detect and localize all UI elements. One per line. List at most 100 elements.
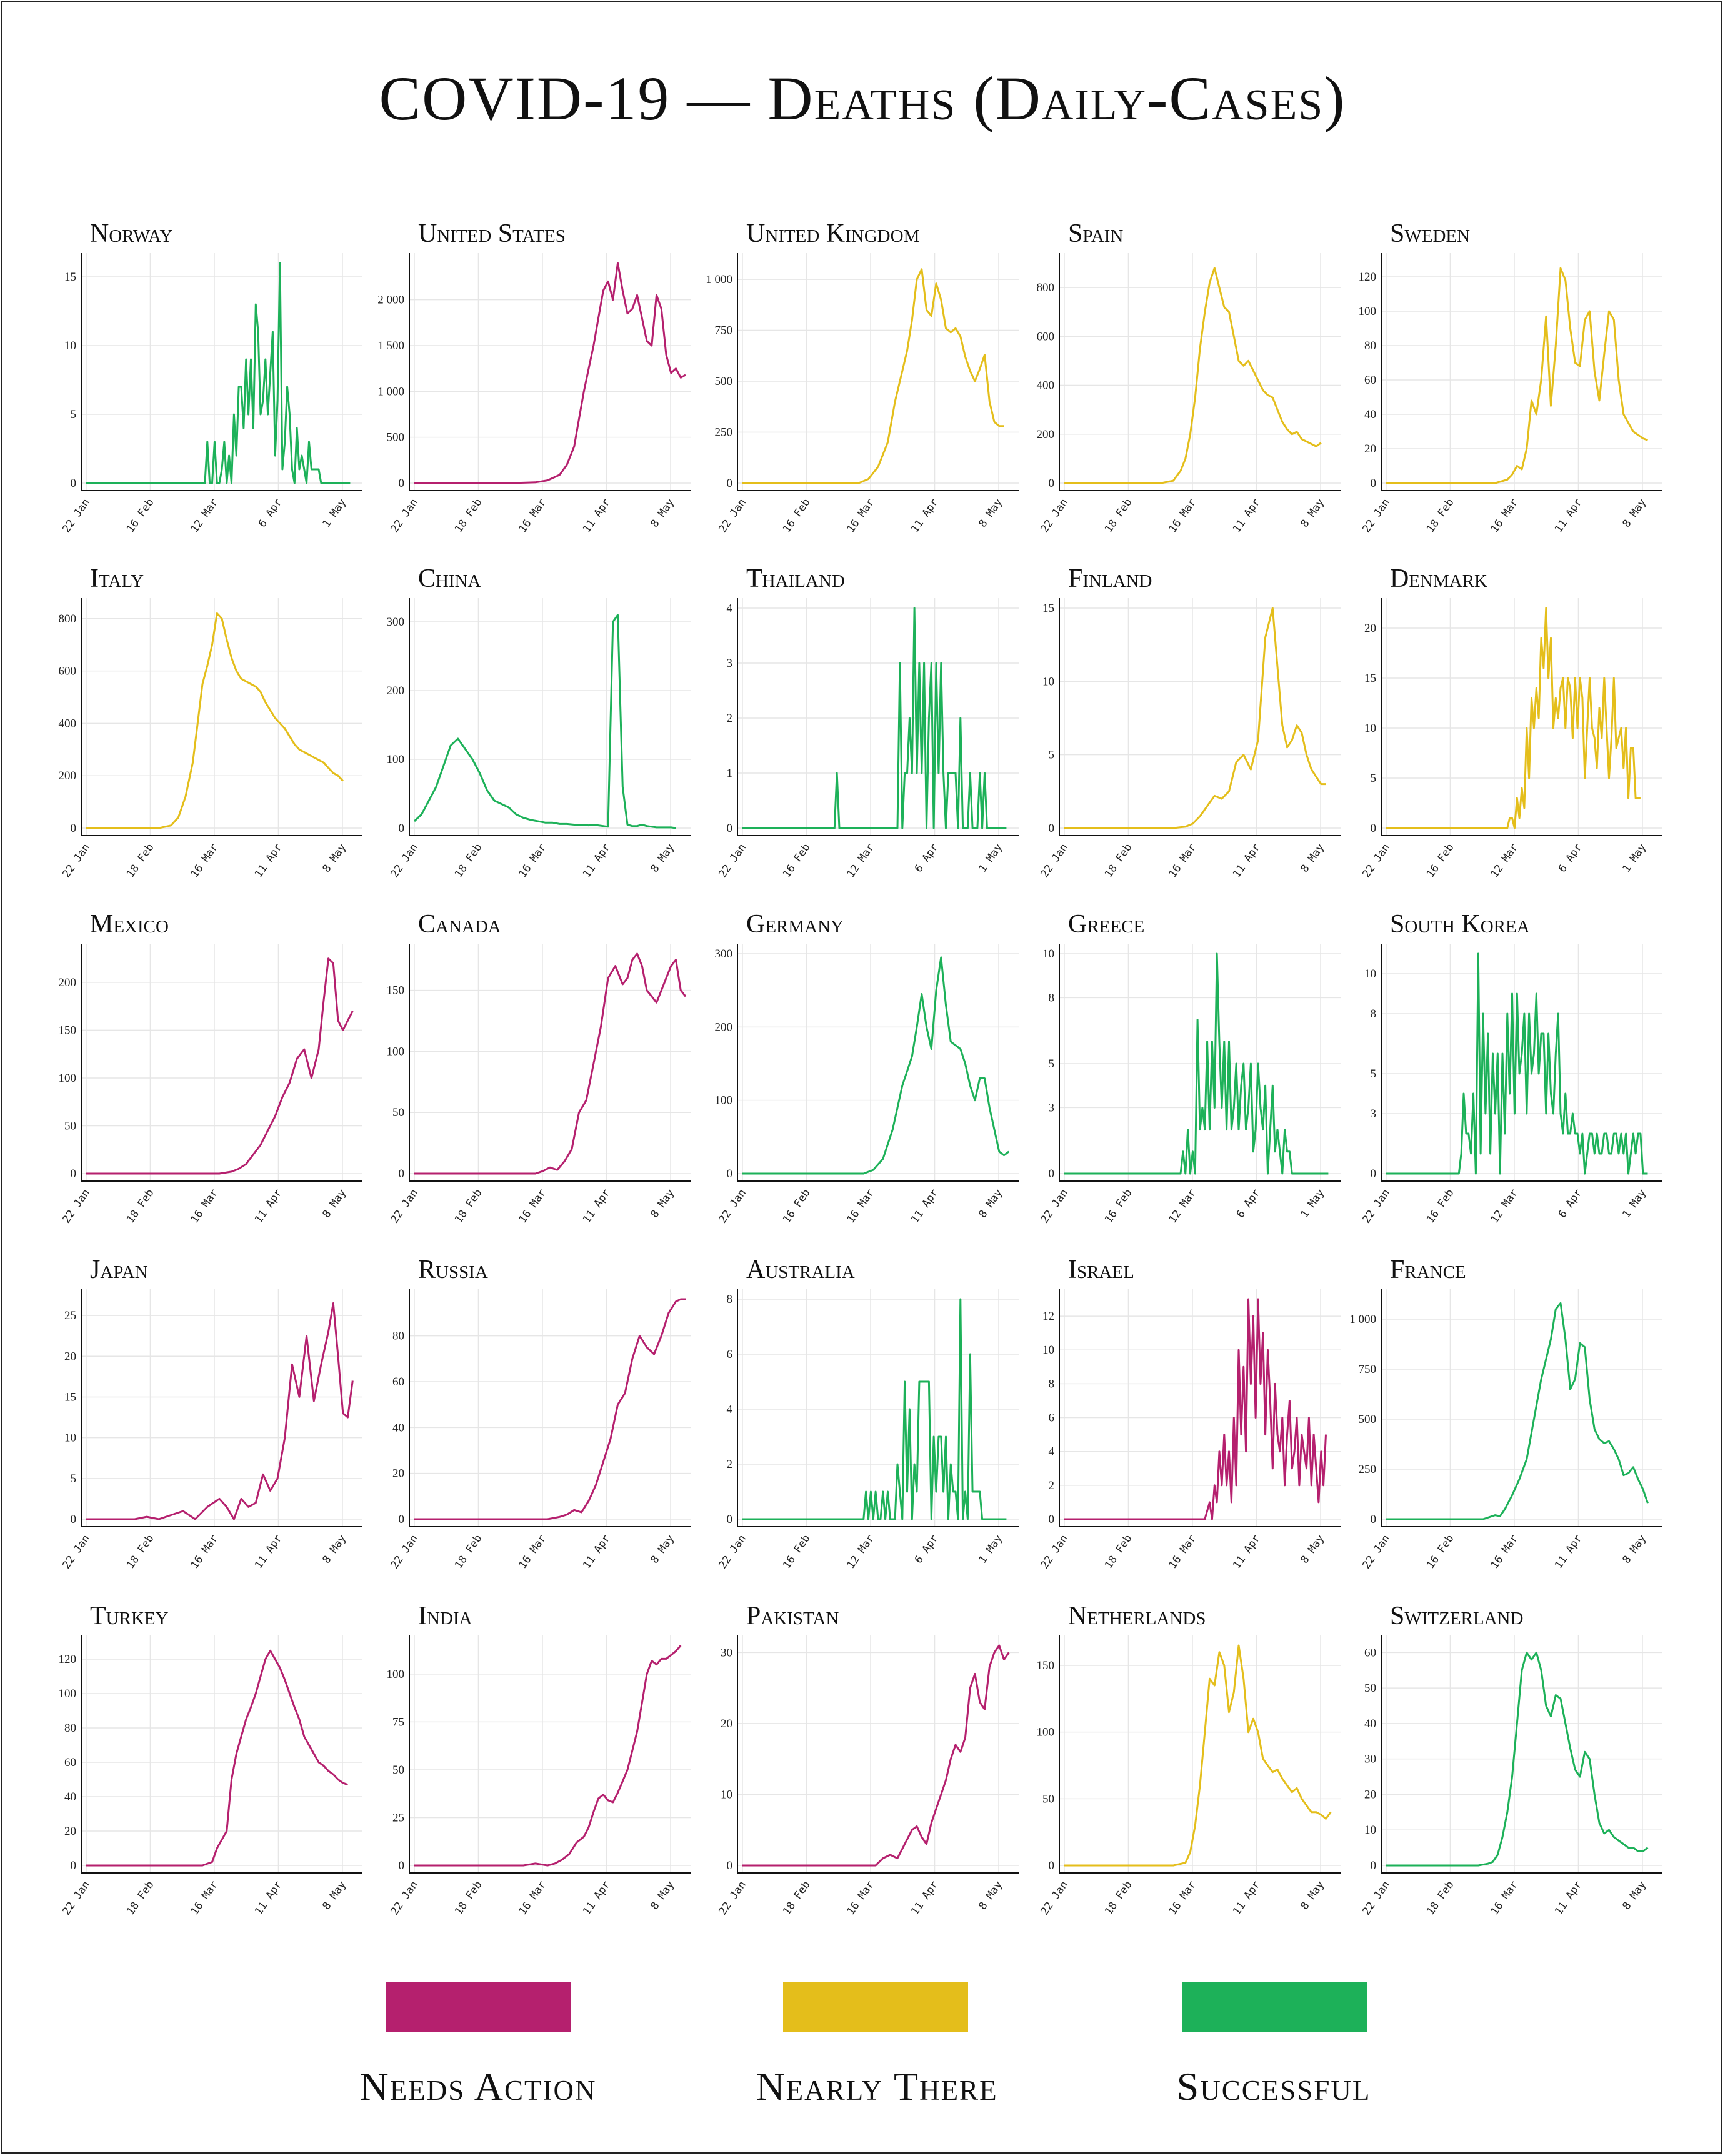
series-line-russia bbox=[414, 1298, 686, 1520]
y-tick-label: 10 bbox=[1042, 947, 1054, 961]
x-tick-label: 16 Feb bbox=[1424, 1532, 1457, 1571]
y-tick-label: 6 bbox=[727, 1348, 733, 1361]
x-tick-label: 22 Jan bbox=[388, 496, 421, 535]
y-tick-label: 80 bbox=[392, 1330, 404, 1343]
y-tick-label: 0 bbox=[1049, 822, 1055, 835]
y-tick-label: 8 bbox=[1049, 1377, 1055, 1390]
y-tick-label: 0 bbox=[1049, 1513, 1055, 1526]
panel-title-china: China bbox=[418, 564, 481, 593]
y-tick-label: 150 bbox=[1037, 1659, 1055, 1672]
y-tick-label: 100 bbox=[59, 1072, 77, 1085]
y-tick-label: 8 bbox=[727, 1293, 733, 1306]
x-tick-label: 22 Jan bbox=[716, 841, 749, 880]
panel-united-kingdom: United Kingdom 0 250 500 750 1 000 22 Jan 16 Fe… bbox=[706, 219, 1019, 535]
y-tick-label: 60 bbox=[64, 1756, 76, 1769]
y-tick-label: 250 bbox=[1359, 1463, 1377, 1476]
x-tick-label: 11 Apr bbox=[581, 1187, 613, 1225]
x-tick-label: 22 Jan bbox=[716, 1532, 749, 1571]
x-tick-label: 11 Apr bbox=[909, 1187, 941, 1225]
y-tick-label: 0 bbox=[727, 477, 733, 490]
y-tick-label: 25 bbox=[392, 1811, 404, 1824]
panel-title-thailand: Thailand bbox=[746, 564, 845, 593]
y-tick-label: 300 bbox=[387, 616, 405, 629]
y-tick-label: 2 bbox=[727, 712, 733, 725]
panel-title-greece: Greece bbox=[1068, 910, 1144, 939]
x-tick-label: 16 Mar bbox=[1166, 496, 1199, 535]
panel-canada: Canada 0 50 100 150 22 Jan 18 Feb 16 Mar 11 Apr 8… bbox=[387, 910, 691, 1225]
x-tick-label: 8 May bbox=[320, 1187, 349, 1220]
panel-thailand: Thailand 0 1 2 3 4 22 Jan 16 Feb 12 Mar 6 Apr 1 Ma… bbox=[716, 564, 1019, 880]
x-tick-label: 16 Mar bbox=[844, 496, 877, 535]
y-tick-label: 100 bbox=[59, 1687, 77, 1700]
y-tick-label: 0 bbox=[71, 1167, 77, 1180]
panel-norway: Norway 0 5 10 15 22 Jan 16 Feb 12 Mar 6 Apr 1 May bbox=[60, 219, 362, 535]
x-tick-label: 11 Apr bbox=[1231, 1532, 1263, 1571]
y-tick-label: 6 bbox=[1049, 1412, 1055, 1425]
x-tick-label: 11 Apr bbox=[581, 1879, 613, 1917]
x-tick-label: 22 Jan bbox=[1038, 1879, 1071, 1917]
panel-title-south-korea: South Korea bbox=[1390, 910, 1530, 939]
x-tick-label: 18 Feb bbox=[452, 1879, 485, 1917]
x-tick-label: 11 Apr bbox=[1231, 496, 1263, 535]
x-tick-label: 22 Jan bbox=[60, 1532, 92, 1571]
x-tick-label: 22 Jan bbox=[60, 496, 92, 535]
y-tick-label: 1 bbox=[727, 767, 733, 780]
x-tick-label: 6 Apr bbox=[256, 496, 285, 529]
panel-turkey: Turkey 0 20 40 60 80 100 120 22 Jan 18 Feb 16 Mar 1… bbox=[59, 1602, 362, 1917]
x-tick-label: 16 Mar bbox=[844, 1879, 877, 1917]
panel-israel: Israel 0 2 4 6 8 10 12 22 Jan 18 Feb 16 Mar 11 Apr 8… bbox=[1038, 1255, 1341, 1571]
y-tick-label: 300 bbox=[715, 947, 733, 961]
series-line-india bbox=[414, 1645, 682, 1867]
y-tick-label: 60 bbox=[1364, 1646, 1376, 1659]
panel-japan: Japan 0 5 10 15 20 25 22 Jan 18 Feb 16 Mar 11 Apr 8… bbox=[60, 1255, 362, 1571]
legend-swatch-successful bbox=[1182, 1982, 1367, 2032]
panel-australia: Australia 0 2 4 6 8 22 Jan 16 Feb 12 Mar 6 Apr 1 M… bbox=[716, 1255, 1019, 1571]
y-tick-label: 5 bbox=[1049, 1057, 1055, 1071]
x-tick-label: 8 May bbox=[648, 1532, 677, 1565]
x-tick-label: 22 Jan bbox=[388, 841, 421, 880]
y-tick-label: 150 bbox=[59, 1024, 77, 1037]
y-tick-label: 0 bbox=[1371, 1859, 1377, 1872]
y-tick-label: 10 bbox=[1364, 967, 1376, 981]
x-tick-label: 8 May bbox=[648, 841, 677, 874]
series-line-france bbox=[1386, 1302, 1649, 1520]
y-tick-label: 10 bbox=[64, 339, 76, 352]
x-tick-label: 1 May bbox=[976, 1532, 1005, 1565]
y-tick-label: 50 bbox=[64, 1119, 76, 1132]
x-tick-label: 8 May bbox=[1620, 1879, 1649, 1912]
series-line-netherlands bbox=[1064, 1644, 1332, 1867]
x-tick-label: 16 Feb bbox=[1424, 1187, 1457, 1225]
y-tick-label: 20 bbox=[1364, 1788, 1376, 1801]
x-tick-label: 16 Mar bbox=[1166, 1532, 1199, 1571]
panel-title-israel: Israel bbox=[1068, 1255, 1134, 1284]
y-tick-label: 50 bbox=[392, 1764, 404, 1777]
y-tick-label: 40 bbox=[1364, 408, 1376, 421]
y-tick-label: 200 bbox=[387, 684, 405, 697]
y-tick-label: 8 bbox=[1049, 991, 1055, 1004]
x-tick-label: 22 Jan bbox=[716, 1879, 749, 1917]
y-tick-label: 75 bbox=[392, 1715, 404, 1729]
y-tick-label: 0 bbox=[1049, 1167, 1055, 1180]
y-tick-label: 1 000 bbox=[1349, 1313, 1376, 1326]
x-tick-label: 6 Apr bbox=[1556, 1187, 1585, 1220]
y-tick-label: 50 bbox=[1042, 1792, 1054, 1805]
y-tick-label: 0 bbox=[727, 822, 733, 835]
x-tick-label: 8 May bbox=[976, 496, 1005, 529]
x-tick-label: 8 May bbox=[1298, 496, 1327, 529]
y-tick-label: 4 bbox=[727, 602, 733, 615]
y-tick-label: 0 bbox=[399, 1859, 405, 1872]
y-tick-label: 0 bbox=[399, 1167, 405, 1180]
x-tick-label: 16 Mar bbox=[188, 1532, 221, 1571]
series-line-italy bbox=[86, 612, 344, 829]
x-tick-label: 1 May bbox=[1298, 1187, 1327, 1220]
y-tick-label: 5 bbox=[71, 1472, 77, 1485]
y-tick-label: 0 bbox=[727, 1513, 733, 1526]
x-tick-label: 8 May bbox=[320, 1532, 349, 1565]
x-tick-label: 16 Mar bbox=[1488, 1879, 1521, 1917]
y-tick-label: 60 bbox=[1364, 374, 1376, 387]
panel-denmark: Denmark 0 5 10 15 20 22 Jan 16 Feb 12 Mar 6 Apr 1 … bbox=[1360, 564, 1662, 880]
x-tick-label: 18 Feb bbox=[124, 841, 157, 880]
x-tick-label: 8 May bbox=[976, 1187, 1005, 1220]
x-tick-label: 22 Jan bbox=[60, 1187, 92, 1225]
